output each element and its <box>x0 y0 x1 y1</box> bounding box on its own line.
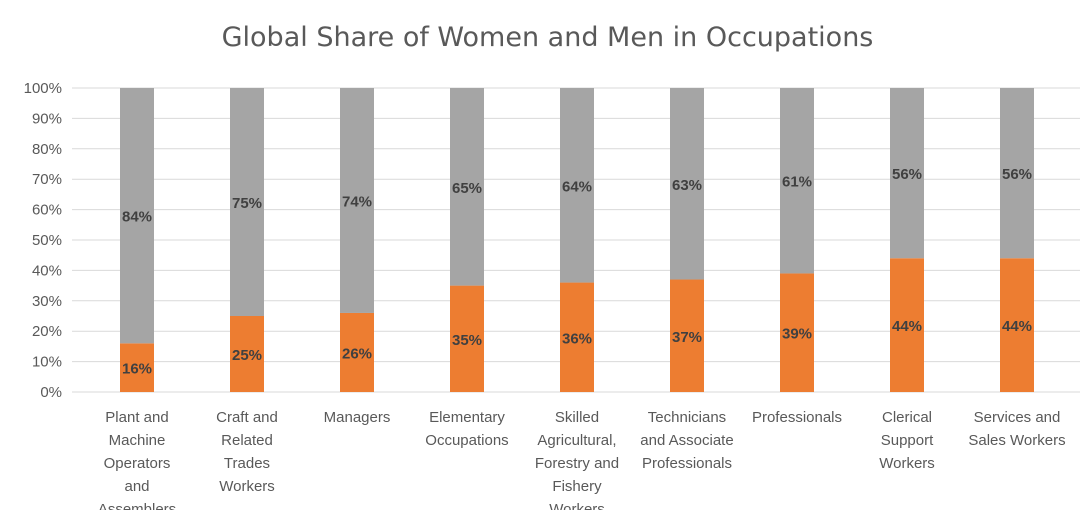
category-label-line: Elementary <box>429 409 505 426</box>
bar-segment-men <box>670 88 704 280</box>
data-label: 75% <box>232 195 262 212</box>
y-tick-label: 0% <box>40 384 62 401</box>
category-label-line: Workers <box>549 501 605 510</box>
data-label: 26% <box>342 345 372 362</box>
data-label: 44% <box>892 318 922 335</box>
y-tick-label: 50% <box>32 232 62 249</box>
category-label-line: Machine <box>109 432 166 449</box>
category-label-line: Skilled <box>555 409 599 426</box>
y-tick-label: 60% <box>32 202 62 219</box>
bar-segment-men <box>560 88 594 283</box>
data-label: 61% <box>782 174 812 191</box>
category-label-line: Workers <box>879 455 935 472</box>
y-tick-label: 20% <box>32 323 62 340</box>
y-tick-label: 80% <box>32 141 62 158</box>
category-label-line: Operators <box>104 455 171 472</box>
data-label: 35% <box>452 332 482 349</box>
bar-segment-men <box>1000 88 1034 259</box>
bar-segment-women <box>230 316 264 392</box>
category-label: Professionals <box>752 409 842 426</box>
bar-segment-men <box>230 88 264 316</box>
category-label-line: Services and <box>974 409 1061 426</box>
category-label: Technicians and Associate Professionals <box>640 409 733 472</box>
category-label-line: Plant and <box>105 409 168 426</box>
bar-segment-men <box>780 88 814 274</box>
bar-segment-women <box>560 282 594 392</box>
category-label-line: Craft and <box>216 409 278 426</box>
data-label: 39% <box>782 326 812 343</box>
category-label-line: Technicians <box>648 409 726 426</box>
category-label: Craft and Related Trades Workers <box>216 409 278 495</box>
category-label-line: Sales Workers <box>968 432 1065 449</box>
data-label: 16% <box>122 361 152 378</box>
chart-title: Global Share of Women and Men in Occupat… <box>221 22 874 53</box>
data-label: 56% <box>892 166 922 183</box>
category-label-line: Fishery <box>552 478 602 495</box>
bar-segment-women <box>450 285 484 392</box>
category-label-line: Agricultural, <box>537 432 616 449</box>
category-label-line: Trades <box>224 455 270 472</box>
data-label: 74% <box>342 193 372 210</box>
category-label-line: and <box>124 478 149 495</box>
data-label: 84% <box>122 209 152 226</box>
category-label: Clerical Support Workers <box>879 409 935 472</box>
category-label-line: Professionals <box>642 455 732 472</box>
bar-segment-men <box>340 88 374 313</box>
y-tick-label: 30% <box>32 293 62 310</box>
data-label: 25% <box>232 347 262 364</box>
data-label: 56% <box>1002 166 1032 183</box>
bar-segment-women <box>340 312 374 392</box>
data-label: 44% <box>1002 318 1032 335</box>
data-label: 36% <box>562 330 592 347</box>
category-label: Elementary Occupations <box>425 409 508 449</box>
y-tick-label: 40% <box>32 262 62 279</box>
data-label: 37% <box>672 329 702 346</box>
category-label-line: Assemblers <box>98 501 176 510</box>
category-label: Services and Sales Workers <box>968 409 1065 449</box>
category-label: Managers <box>324 409 391 426</box>
bar-segment-women <box>670 279 704 392</box>
category-label-line: Forestry and <box>535 455 619 472</box>
y-tick-label: 70% <box>32 171 62 188</box>
bar-segment-men <box>450 88 484 286</box>
bar-segment-men <box>890 88 924 259</box>
y-tick-label: 10% <box>32 354 62 371</box>
category-label-line: and Associate <box>640 432 733 449</box>
category-label-line: Occupations <box>425 432 508 449</box>
bar-segment-men <box>120 88 154 344</box>
bar-segment-women <box>890 258 924 392</box>
category-label: Plant and Machine Operators and Assemblers <box>98 409 176 510</box>
data-label: 64% <box>562 178 592 195</box>
category-label-line: Workers <box>219 478 275 495</box>
bar-segment-women <box>120 343 154 392</box>
y-tick-label: 90% <box>32 110 62 127</box>
bar-segment-women <box>780 273 814 392</box>
category-label-line: Support <box>881 432 934 449</box>
category-label-line: Managers <box>324 409 391 426</box>
data-label: 63% <box>672 177 702 194</box>
category-label-line: Related <box>221 432 273 449</box>
category-label: Skilled Agricultural, Forestry and Fishery W… <box>535 409 619 510</box>
category-label-line: Clerical <box>882 409 932 426</box>
y-tick-label: 100% <box>24 80 62 97</box>
data-label: 65% <box>452 180 482 197</box>
category-label-line: Professionals <box>752 409 842 426</box>
bar-segment-women <box>1000 258 1034 392</box>
